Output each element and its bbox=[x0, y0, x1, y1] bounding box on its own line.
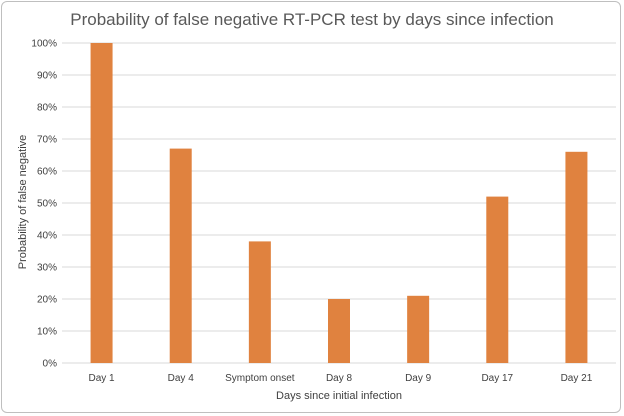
bar bbox=[565, 151, 588, 363]
bar bbox=[169, 148, 192, 363]
x-axis-label: Days since initial infection bbox=[276, 390, 402, 402]
y-tick-label: 10% bbox=[37, 327, 57, 338]
y-tick-label: 70% bbox=[37, 135, 57, 146]
x-tick-label: Day 4 bbox=[168, 373, 195, 384]
gridlines bbox=[62, 42, 616, 364]
y-axis-label: Probability of false negative bbox=[17, 135, 29, 270]
y-tick-label: 30% bbox=[37, 263, 57, 274]
bar bbox=[486, 196, 509, 363]
y-tick-label: 60% bbox=[37, 167, 57, 178]
y-tick-label: 50% bbox=[37, 199, 57, 210]
x-tick-label: Symptom onset bbox=[225, 373, 295, 384]
y-tick-label: 90% bbox=[37, 71, 57, 82]
x-axis-ticks: Day 1 Day 4 Symptom onset Day 8 Day 9 Day 17 D… bbox=[89, 373, 593, 384]
x-tick-label: Day 17 bbox=[481, 373, 513, 384]
bars bbox=[90, 43, 588, 363]
y-tick-label: 0% bbox=[43, 359, 58, 370]
y-tick-label: 20% bbox=[37, 295, 57, 306]
bar bbox=[248, 241, 271, 363]
y-tick-label: 100% bbox=[31, 39, 57, 50]
x-tick-label: Day 9 bbox=[405, 373, 432, 384]
x-tick-label: Day 1 bbox=[89, 373, 116, 384]
y-tick-label: 40% bbox=[37, 231, 57, 242]
y-tick-label: 80% bbox=[37, 103, 57, 114]
chart-title: Probability of false negative RT-PCR tes… bbox=[70, 10, 553, 29]
bar bbox=[90, 43, 113, 363]
y-axis-ticks: 0% 10% 20% 30% 40% 50% 60% 70% 80% 90% 100% bbox=[31, 39, 57, 370]
x-tick-label: Day 21 bbox=[561, 373, 593, 384]
x-tick-label: Day 8 bbox=[326, 373, 353, 384]
bar bbox=[328, 299, 350, 363]
bar bbox=[407, 295, 430, 363]
